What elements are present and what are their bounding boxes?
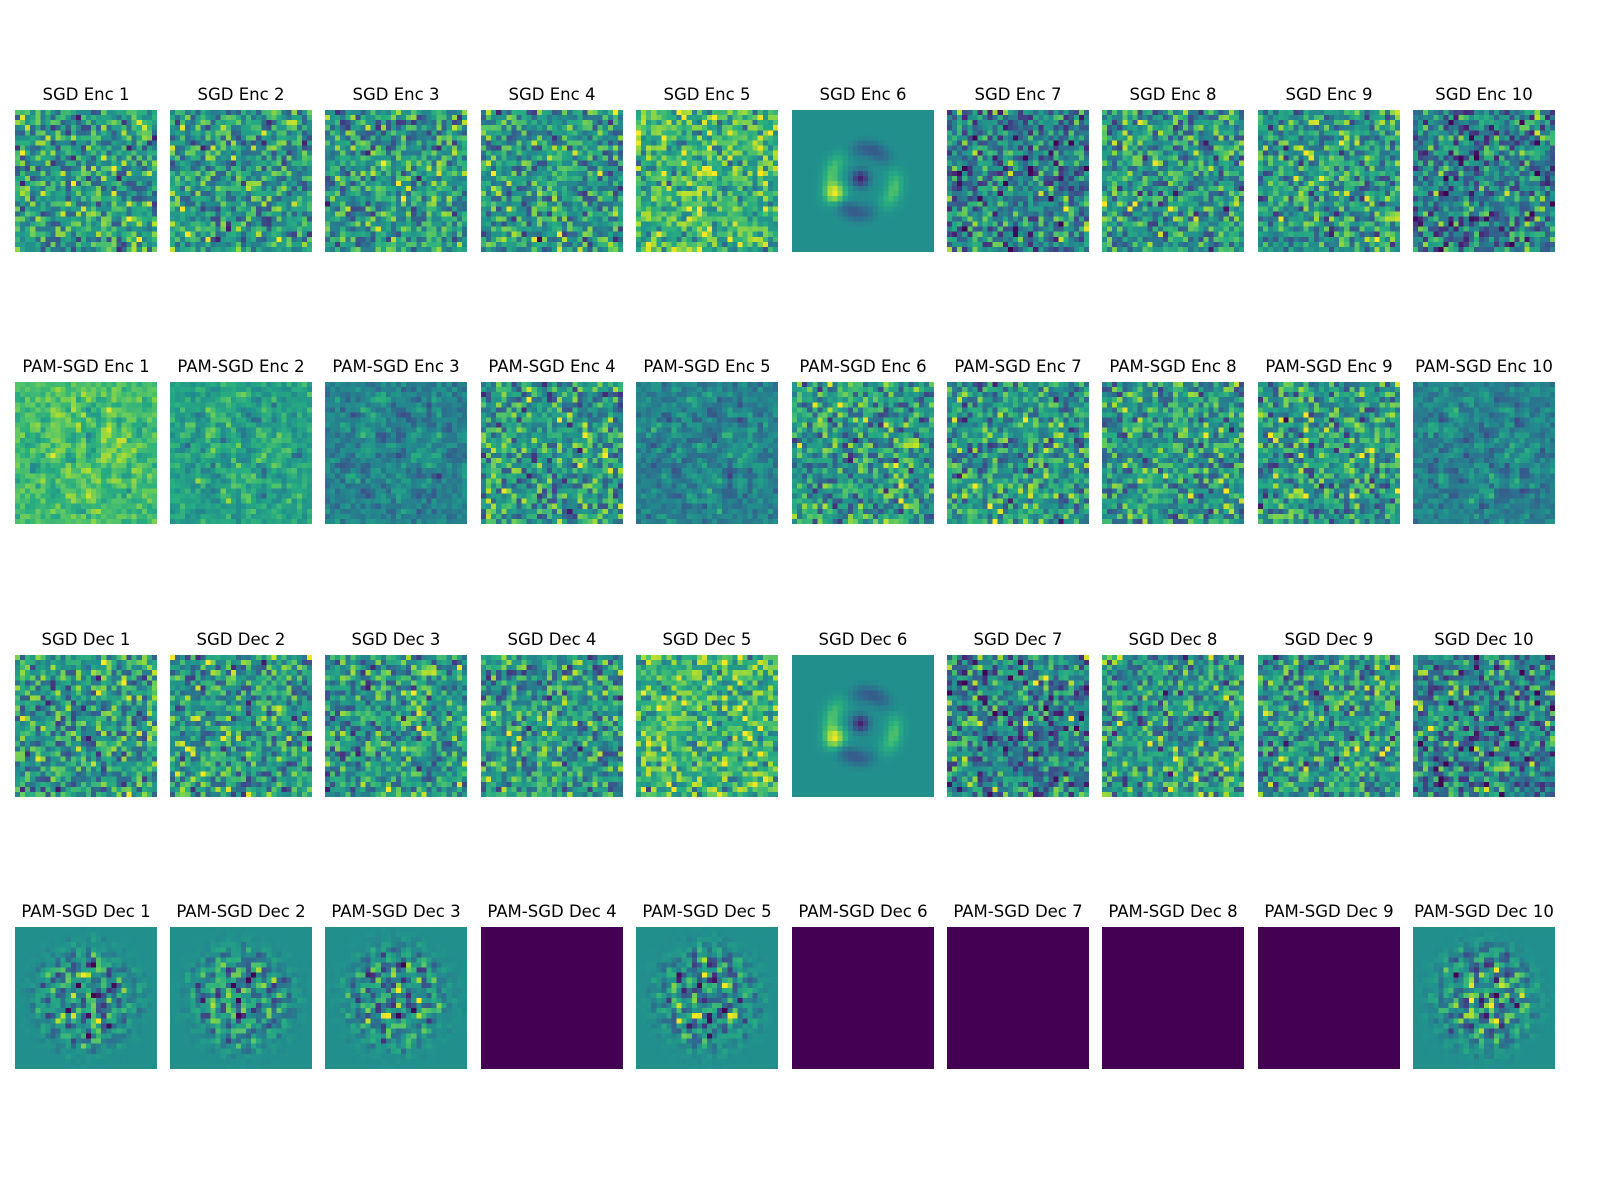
panel-title: PAM-SGD Enc 4	[488, 357, 616, 376]
heatmap-image	[947, 655, 1089, 797]
panel-title: SGD Dec 2	[196, 630, 286, 649]
heatmap-image	[947, 382, 1089, 524]
heatmap-image	[325, 927, 467, 1069]
heatmap-image	[1413, 655, 1555, 797]
panel-title: PAM-SGD Enc 7	[954, 357, 1082, 376]
heatmap-image	[170, 927, 312, 1069]
panel-title: SGD Dec 5	[662, 630, 752, 649]
panel-title: SGD Dec 7	[973, 630, 1063, 649]
heatmap-image	[15, 382, 157, 524]
panel-title: PAM-SGD Enc 6	[799, 357, 927, 376]
heatmap-image	[947, 927, 1089, 1069]
panel-title: SGD Enc 5	[663, 85, 751, 104]
heatmap-image	[636, 382, 778, 524]
panel-title: PAM-SGD Dec 6	[798, 902, 928, 921]
heatmap-image	[1413, 110, 1555, 252]
heatmap-image	[15, 655, 157, 797]
heatmap-image	[1102, 110, 1244, 252]
panel-title: PAM-SGD Dec 7	[953, 902, 1083, 921]
panel-title: PAM-SGD Enc 9	[1265, 357, 1393, 376]
heatmap-image	[481, 655, 623, 797]
panel-title: PAM-SGD Dec 1	[21, 902, 151, 921]
panel-title: SGD Dec 4	[507, 630, 597, 649]
panel-title: SGD Dec 10	[1434, 630, 1534, 649]
panel-title: SGD Dec 1	[41, 630, 131, 649]
heatmap-image	[170, 110, 312, 252]
heatmap-image	[325, 382, 467, 524]
panel-title: PAM-SGD Dec 4	[487, 902, 617, 921]
heatmap-image	[481, 382, 623, 524]
panel-title: SGD Dec 8	[1128, 630, 1218, 649]
panel-title: PAM-SGD Dec 8	[1108, 902, 1238, 921]
heatmap-image	[1102, 927, 1244, 1069]
panel-title: SGD Enc 2	[197, 85, 285, 104]
heatmap-image	[15, 110, 157, 252]
heatmap-image	[1258, 655, 1400, 797]
panel-title: SGD Enc 10	[1435, 85, 1533, 104]
panel-title: SGD Enc 6	[819, 85, 907, 104]
heatmap-image	[1258, 110, 1400, 252]
heatmap-image	[1102, 382, 1244, 524]
panel-title: SGD Enc 7	[974, 85, 1062, 104]
panel-title: SGD Dec 6	[818, 630, 908, 649]
panel-title: PAM-SGD Dec 5	[642, 902, 772, 921]
heatmap-image	[1413, 927, 1555, 1069]
heatmap-image	[481, 110, 623, 252]
heatmap-image	[792, 382, 934, 524]
panel-title: PAM-SGD Enc 5	[643, 357, 771, 376]
heatmap-image	[636, 927, 778, 1069]
heatmap-image	[15, 927, 157, 1069]
panel-title: SGD Dec 9	[1284, 630, 1374, 649]
panel-title: PAM-SGD Enc 8	[1109, 357, 1237, 376]
panel-title: PAM-SGD Dec 3	[331, 902, 461, 921]
panel-title: PAM-SGD Enc 1	[22, 357, 150, 376]
panel-title: SGD Enc 3	[352, 85, 440, 104]
heatmap-image	[636, 110, 778, 252]
panel-title: SGD Dec 3	[351, 630, 441, 649]
panel-title: PAM-SGD Enc 3	[332, 357, 460, 376]
heatmap-image	[636, 655, 778, 797]
panel-title: SGD Enc 9	[1285, 85, 1373, 104]
heatmap-image	[325, 655, 467, 797]
heatmap-image	[325, 110, 467, 252]
heatmap-image	[1413, 382, 1555, 524]
panel-title: SGD Enc 4	[508, 85, 596, 104]
panel-title: PAM-SGD Dec 9	[1264, 902, 1394, 921]
panel-title: PAM-SGD Enc 2	[177, 357, 305, 376]
heatmap-image	[170, 655, 312, 797]
heatmap-image	[481, 927, 623, 1069]
heatmap-image	[170, 382, 312, 524]
panel-title: SGD Enc 1	[42, 85, 130, 104]
heatmap-image	[792, 927, 934, 1069]
panel-title: PAM-SGD Dec 2	[176, 902, 306, 921]
heatmap-image	[792, 110, 934, 252]
heatmap-image	[1102, 655, 1244, 797]
heatmap-image	[1258, 927, 1400, 1069]
heatmap-image	[947, 110, 1089, 252]
heatmap-image	[1258, 382, 1400, 524]
panel-title: SGD Enc 8	[1129, 85, 1217, 104]
panel-title: PAM-SGD Dec 10	[1414, 902, 1554, 921]
panel-title: PAM-SGD Enc 10	[1415, 357, 1553, 376]
heatmap-image	[792, 655, 934, 797]
